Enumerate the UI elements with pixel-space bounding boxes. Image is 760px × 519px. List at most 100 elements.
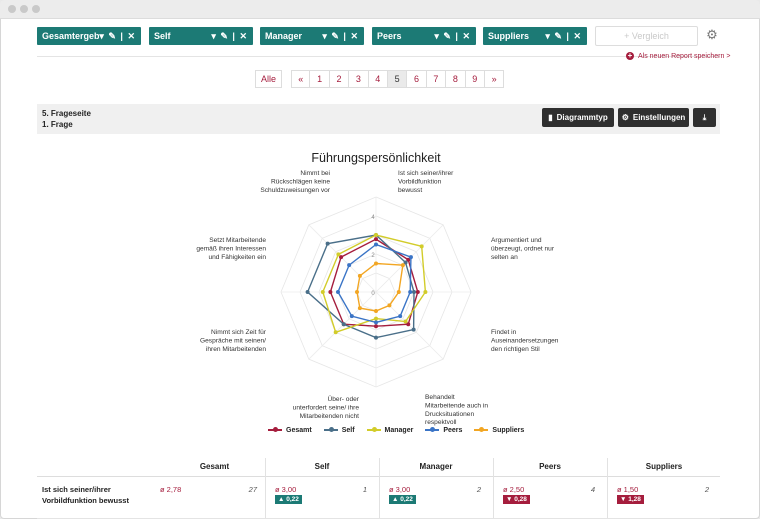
cell-count-peers: 4 [590, 485, 595, 494]
axis-label-line: bewusst [398, 187, 422, 194]
filter-pill-self[interactable]: Self ▾ ✎ | ✕ [149, 27, 253, 45]
save-report-label: Als neuen Report speichern > [638, 52, 731, 60]
series-point-peers [347, 263, 352, 268]
axis-label-line: Drucksituationen [425, 411, 474, 418]
page-7[interactable]: 7 [426, 70, 447, 88]
legend-swatch-marker [328, 427, 334, 432]
filter-controls-icon[interactable]: ▾ ✎ | ✕ [545, 30, 582, 41]
series-point-peers [408, 290, 413, 294]
page-6[interactable]: 6 [407, 70, 427, 88]
add-comparison-button[interactable]: + Vergleich [595, 26, 698, 46]
filter-controls-icon[interactable]: ▾ ✎ | ✕ [99, 30, 136, 41]
window-minimize-dot[interactable] [20, 5, 28, 13]
column-header-manager: Manager [419, 462, 453, 471]
filter-pill-manager[interactable]: Manager ▾ ✎ | ✕ [260, 27, 364, 45]
pagination-all-button[interactable]: Alle [255, 70, 282, 88]
axis-label-line: Findet in [491, 329, 517, 336]
axis-label-line: ihren Mitarbeitenden [206, 346, 266, 353]
axis-label-line: den richtigen Stil [491, 346, 540, 353]
axis-label-line: Behandelt [425, 394, 455, 401]
filter-controls-icon[interactable]: ▾ ✎ | ✕ [322, 30, 359, 41]
series-point-suppliers [387, 303, 392, 308]
download-icon: ⤓ [702, 112, 707, 122]
series-point-self [325, 241, 330, 246]
series-point-self [412, 290, 416, 294]
axis-label-line: Argumentiert und [491, 237, 542, 244]
axis-label-line: Schuldzuweisungen vor [260, 187, 330, 194]
axis-label: Setzt Mitarbeitende gemäß ihren Interesse… [196, 237, 266, 261]
question-title: 1. Frage [42, 120, 73, 129]
gear-icon[interactable]: ⚙ [706, 27, 718, 42]
pagination: « 1 2 3 4 5 6 7 8 9 » [291, 70, 505, 88]
series-point-self [374, 335, 378, 340]
page-2[interactable]: 2 [329, 70, 350, 88]
axis-label-line: unterfordert seine/ ihre [293, 404, 360, 411]
axis-label: Nimmt sich Zeit für Gespräche mit seinen/… [200, 329, 267, 353]
filter-controls-icon[interactable]: ▾ ✎ | ✕ [211, 30, 248, 41]
axis-label: Findet in Auseinandersetzungen den richtig… [491, 329, 559, 353]
series-point-manager [320, 290, 325, 294]
column-header-self: Self [314, 462, 330, 471]
save-report-link[interactable]: + Als neuen Report speichern > [626, 52, 730, 60]
axis-label-line: gemäß ihren Interessen [196, 245, 266, 252]
series-point-manager [374, 316, 378, 321]
page-3[interactable]: 3 [349, 70, 369, 88]
legend-item-manager[interactable]: Manager [366, 426, 414, 434]
pagination-next[interactable]: » [484, 70, 505, 88]
axis-label-line: Mitarbeitende auch in [425, 402, 488, 409]
filter-pill-gesamtergebnis[interactable]: Gesamtergebnis ▾ ✎ | ✕ [37, 27, 141, 45]
pagination-prev[interactable]: « [291, 70, 311, 88]
series-point-manager [333, 330, 338, 335]
series-point-manager [403, 319, 408, 324]
bar-chart-icon: ▮ [548, 113, 553, 122]
table-header: Gesamt Self Manager Peers Suppliers [37, 458, 720, 477]
series-point-peers [408, 255, 413, 260]
axis-label-line: Rückschlägen keine [271, 178, 330, 185]
page-9[interactable]: 9 [465, 70, 485, 88]
cell-count-gesamt: 27 [248, 485, 257, 494]
axis-label: Ist sich seiner/ihrer Vorbildfunktion bewu… [398, 170, 454, 194]
cell-count-self: 1 [362, 485, 367, 494]
page-5[interactable]: 5 [387, 70, 408, 88]
page-1[interactable]: 1 [310, 70, 330, 88]
column-divider [265, 458, 266, 519]
page-4[interactable]: 4 [368, 70, 388, 88]
divider [37, 56, 720, 57]
legend-label: Gesamt [286, 426, 312, 434]
radar-chart: Führungspersönlichkeit 0 2 4 Ist sich seiner… [196, 151, 559, 426]
window-close-dot[interactable] [8, 5, 16, 13]
settings-button[interactable]: ⚙ Einstellungen [618, 108, 689, 127]
page-8[interactable]: 8 [446, 70, 466, 88]
series-point-gesamt [406, 322, 411, 327]
filter-label: Self [154, 31, 171, 41]
chart-type-label: Diagrammtyp [556, 113, 608, 122]
filter-pill-peers[interactable]: Peers ▾ ✎ | ✕ [372, 27, 476, 45]
legend-item-self[interactable]: Self [323, 426, 355, 434]
legend-item-peers[interactable]: Peers [425, 426, 462, 434]
legend-item-suppliers[interactable]: Suppliers [474, 426, 524, 434]
cell-count-manager: 2 [476, 485, 481, 494]
series-point-self [341, 322, 346, 327]
legend-item-gesamt[interactable]: Gesamt [268, 426, 312, 434]
legend-swatch-marker [273, 427, 278, 432]
column-divider [607, 458, 608, 519]
filter-pill-suppliers[interactable]: Suppliers ▾ ✎ | ✕ [483, 27, 587, 45]
legend-swatch-marker [430, 427, 436, 432]
row-label: Ist sich seiner/ihrer Vorbildfunktion be… [42, 484, 162, 506]
series-point-manager [374, 233, 378, 237]
series-point-peers [374, 242, 378, 247]
legend-label: Self [341, 426, 355, 434]
series-point-self [305, 290, 310, 294]
cell-delta-suppliers: ▼ 1,28 [617, 495, 644, 504]
series-point-self [403, 260, 408, 265]
legend-label: Manager [384, 426, 414, 434]
series-point-gesamt [374, 324, 378, 329]
row-label-line: Ist sich seiner/ihrer [42, 485, 111, 494]
axis-label: Nimmt bei Rückschlägen keine Schuldzuweisu… [260, 170, 330, 194]
download-button[interactable]: ⤓ [693, 108, 716, 127]
chart-legend: Gesamt Self Manager Peers Suppliers [268, 426, 536, 434]
window-zoom-dot[interactable] [32, 5, 40, 13]
filter-controls-icon[interactable]: ▾ ✎ | ✕ [434, 30, 471, 41]
chart-type-button[interactable]: ▮ Diagrammtyp [542, 108, 614, 127]
